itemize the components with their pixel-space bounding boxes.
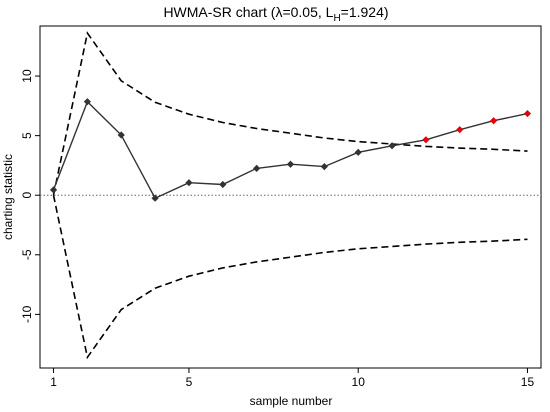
y-ticks: -10 -5 0 5 10 [20,69,40,323]
statistic-point [320,163,328,171]
lower-limit-line [52,195,528,360]
statistic-point [354,148,362,156]
chart-title-main: HWMA-SR chart (λ=0.05, L [163,4,333,20]
x-tick-label: 5 [186,375,193,389]
x-ticks: 1 5 10 15 [50,368,534,389]
statistic-point [286,160,295,168]
x-tick-label: 15 [521,375,535,389]
statistic-point [83,98,91,106]
out-of-control-point [456,126,464,134]
chart-title-subscript: H [333,13,340,24]
out-of-control-point [523,109,532,118]
y-tick-label: 10 [20,69,34,83]
x-axis-label: sample number [250,394,333,408]
y-tick-label: 5 [20,132,34,139]
statistic-point [49,186,58,194]
statistic-markers [49,98,532,202]
statistic-point [117,131,125,139]
y-tick-label: 0 [20,192,34,199]
limit-lines [52,31,528,360]
statistic-point [151,194,159,202]
y-tick-label: -10 [20,305,34,323]
y-axis-label: charting statistic [1,154,15,240]
x-tick-label: 1 [50,375,57,389]
out-of-control-point [490,117,498,125]
y-tick-label: -5 [20,249,34,260]
plot-frame [39,25,542,369]
statistic-point [185,179,193,187]
out-of-control-point [422,136,430,144]
statistic-point [388,142,396,150]
x-tick-label: 10 [352,375,366,389]
chart-title: HWMA-SR chart (λ=0.05, LH=1.924) [163,4,388,24]
statistic-point [253,164,261,173]
statistic-point [219,180,227,189]
upper-limit-line [52,31,528,196]
chart-title-suffix: =1.924) [341,4,389,20]
